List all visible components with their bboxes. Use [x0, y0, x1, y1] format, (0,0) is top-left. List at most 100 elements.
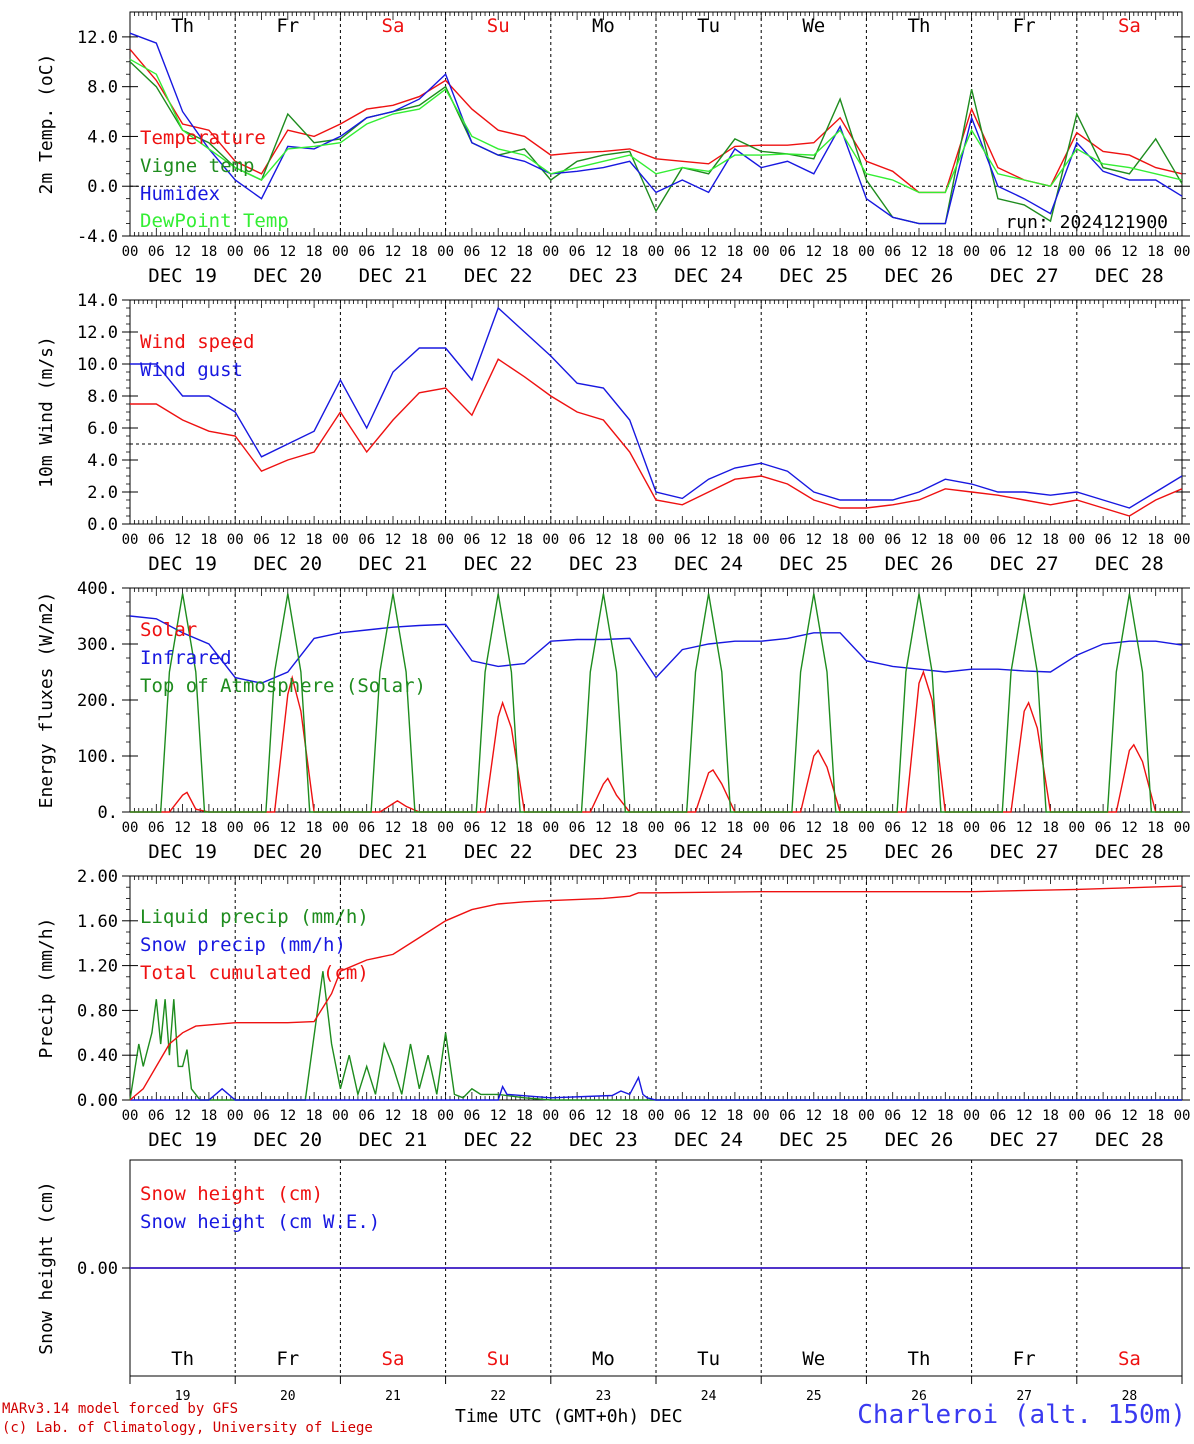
panel-precip: Precip (mm/h)	[36, 875, 1190, 1101]
x-hour-label: 18	[1147, 532, 1164, 548]
panel-snow: Snow height (cm)	[36, 1159, 1190, 1384]
x-hour-label: 12	[1121, 532, 1138, 548]
x-date-label: DEC 24	[674, 841, 743, 863]
station-name: Charleroi (alt. 150m)	[857, 1400, 1186, 1430]
x-hour-label: 00	[648, 244, 665, 260]
day-of-week-label: Mo	[592, 15, 615, 37]
x-date-label: DEC 25	[779, 553, 848, 575]
x-hour-label: 18	[1042, 820, 1059, 836]
x-hour-label: 06	[358, 244, 375, 260]
x-date-label: DEC 22	[464, 1129, 533, 1151]
x-hour-label: 06	[989, 244, 1006, 260]
x-hour-label: 12	[700, 532, 717, 548]
x-hour-label: 18	[411, 820, 428, 836]
x-hour-label: 18	[306, 1108, 323, 1124]
y-tick-label: 400.	[77, 579, 118, 599]
x-hour-label: 18	[1042, 1108, 1059, 1124]
x-hour-label: 06	[569, 1108, 586, 1124]
x-hour-label: 06	[148, 244, 165, 260]
x-hour-label: 18	[1147, 244, 1164, 260]
x-date-label: DEC 27	[990, 265, 1059, 287]
x-hour-label: 12	[490, 820, 507, 836]
x-hour-label: 12	[911, 820, 928, 836]
y-tick-label: 0.0	[87, 515, 118, 535]
x-day-number: 28	[1122, 1389, 1138, 1404]
y-tick-label: 2.0	[87, 483, 118, 503]
day-of-week-label: Su	[487, 15, 510, 37]
x-hour-label: 00	[1174, 244, 1191, 260]
legend-entry: Temperature	[140, 127, 266, 149]
x-hour-label: 18	[621, 820, 638, 836]
x-hour-label: 12	[279, 532, 296, 548]
x-hour-label: 12	[595, 244, 612, 260]
y-tick-label: 2.00	[77, 867, 118, 887]
x-hour-label: 18	[516, 820, 533, 836]
day-of-week-label: Th	[171, 15, 194, 37]
x-day-number: 26	[911, 1389, 927, 1404]
x-date-label: DEC 21	[359, 553, 428, 575]
x-hour-label: 00	[122, 244, 139, 260]
x-date-label: DEC 28	[1095, 553, 1164, 575]
x-hour-label: 00	[1068, 1108, 1085, 1124]
x-hour-label: 12	[174, 820, 191, 836]
x-hour-label: 06	[463, 532, 480, 548]
x-day-number: 22	[490, 1389, 506, 1404]
x-hour-label: 00	[648, 532, 665, 548]
x-hour-label: 18	[1147, 1108, 1164, 1124]
y-tick-label: 0.	[98, 803, 118, 823]
x-hour-label: 18	[516, 244, 533, 260]
x-hour-label: 00	[1068, 244, 1085, 260]
x-hour-label: 18	[937, 532, 954, 548]
x-hour-label: 06	[1095, 244, 1112, 260]
x-hour-label: 12	[805, 244, 822, 260]
x-hour-label: 00	[542, 532, 559, 548]
x-hour-label: 00	[542, 1108, 559, 1124]
day-of-week-label: Tu	[697, 1348, 720, 1370]
x-hour-label: 00	[963, 820, 980, 836]
x-axis-title: Time UTC (GMT+0h) DEC	[455, 1406, 683, 1427]
x-hour-label: 12	[279, 820, 296, 836]
x-hour-label: 18	[200, 820, 217, 836]
x-hour-label: 12	[700, 820, 717, 836]
x-hour-label: 00	[227, 532, 244, 548]
x-hour-label: 12	[174, 244, 191, 260]
x-hour-label: 06	[358, 1108, 375, 1124]
y-tick-label: 1.20	[77, 957, 118, 977]
x-hour-label: 00	[1068, 532, 1085, 548]
x-hour-label: 00	[753, 1108, 770, 1124]
day-of-week-label: We	[802, 15, 825, 37]
x-hour-label: 06	[358, 532, 375, 548]
x-date-label: DEC 26	[885, 1129, 954, 1151]
x-date-label: DEC 19	[148, 265, 217, 287]
x-hour-label: 12	[911, 244, 928, 260]
x-hour-label: 06	[569, 532, 586, 548]
y-tick-label: 200.	[77, 691, 118, 711]
x-date-label: DEC 19	[148, 1129, 217, 1151]
legend-entry: Infrared	[140, 647, 232, 669]
x-hour-label: 06	[253, 820, 270, 836]
x-date-label: DEC 22	[464, 265, 533, 287]
y-tick-label: 0.00	[77, 1091, 118, 1111]
x-hour-label: 12	[385, 532, 402, 548]
x-hour-label: 00	[1174, 1108, 1191, 1124]
x-hour-label: 18	[1042, 532, 1059, 548]
x-hour-label: 06	[253, 532, 270, 548]
x-hour-label: 12	[1121, 1108, 1138, 1124]
day-of-week-label: Th	[908, 15, 931, 37]
x-date-label: DEC 26	[885, 553, 954, 575]
x-date-label: DEC 20	[253, 265, 322, 287]
x-hour-label: 00	[437, 244, 454, 260]
x-hour-label: 18	[621, 244, 638, 260]
x-hour-label: 00	[332, 532, 349, 548]
x-hour-label: 18	[726, 820, 743, 836]
x-hour-label: 06	[569, 820, 586, 836]
y-tick-label: 12.0	[77, 28, 118, 48]
x-hour-label: 18	[832, 244, 849, 260]
y-axis-label: Energy fluxes (W/m2)	[36, 592, 57, 809]
x-hour-label: 18	[832, 532, 849, 548]
x-hour-label: 12	[1016, 1108, 1033, 1124]
x-hour-label: 06	[1095, 820, 1112, 836]
x-date-label: DEC 24	[674, 1129, 743, 1151]
x-hour-label: 12	[174, 532, 191, 548]
